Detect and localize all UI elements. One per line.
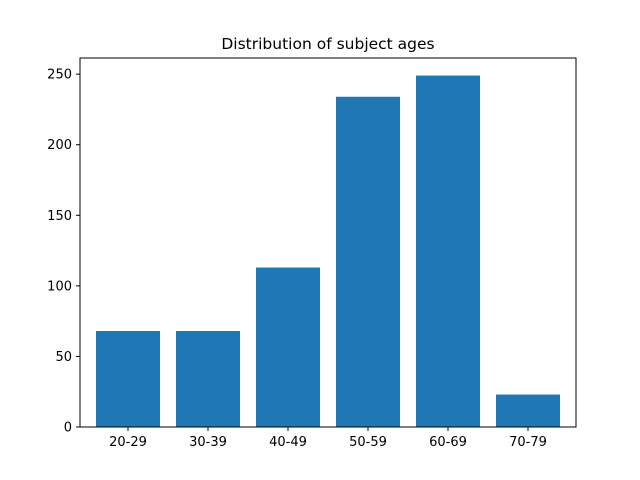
x-tick-label: 50-59 [349,435,387,450]
y-tick-label: 200 [47,138,72,153]
bars-group [96,75,560,428]
x-tick-label: 20-29 [109,435,147,450]
y-tick-label: 100 [47,279,72,294]
y-tick-label: 150 [47,209,72,224]
x-axis-ticks: 20-29 30-39 40-49 50-59 60-69 70-79 [109,427,547,450]
x-tick-label: 30-39 [189,435,227,450]
y-tick-label: 50 [55,350,72,365]
bar-30-39 [176,331,240,427]
plot-frame [79,57,577,428]
bar-50-59 [336,96,400,428]
y-tick-label: 250 [47,68,72,83]
chart-title: Distribution of subject ages [221,35,434,53]
x-tick-label: 40-49 [269,435,307,450]
x-tick-label: 70-79 [509,435,547,450]
x-tick-label: 60-69 [429,435,467,450]
bar-20-29 [96,331,160,427]
bar-40-49 [256,267,320,427]
bar-60-69 [416,75,480,427]
y-axis-ticks: 0 50 100 150 200 250 [47,68,80,436]
bar-70-79 [496,394,560,427]
y-tick-label: 0 [64,421,72,436]
